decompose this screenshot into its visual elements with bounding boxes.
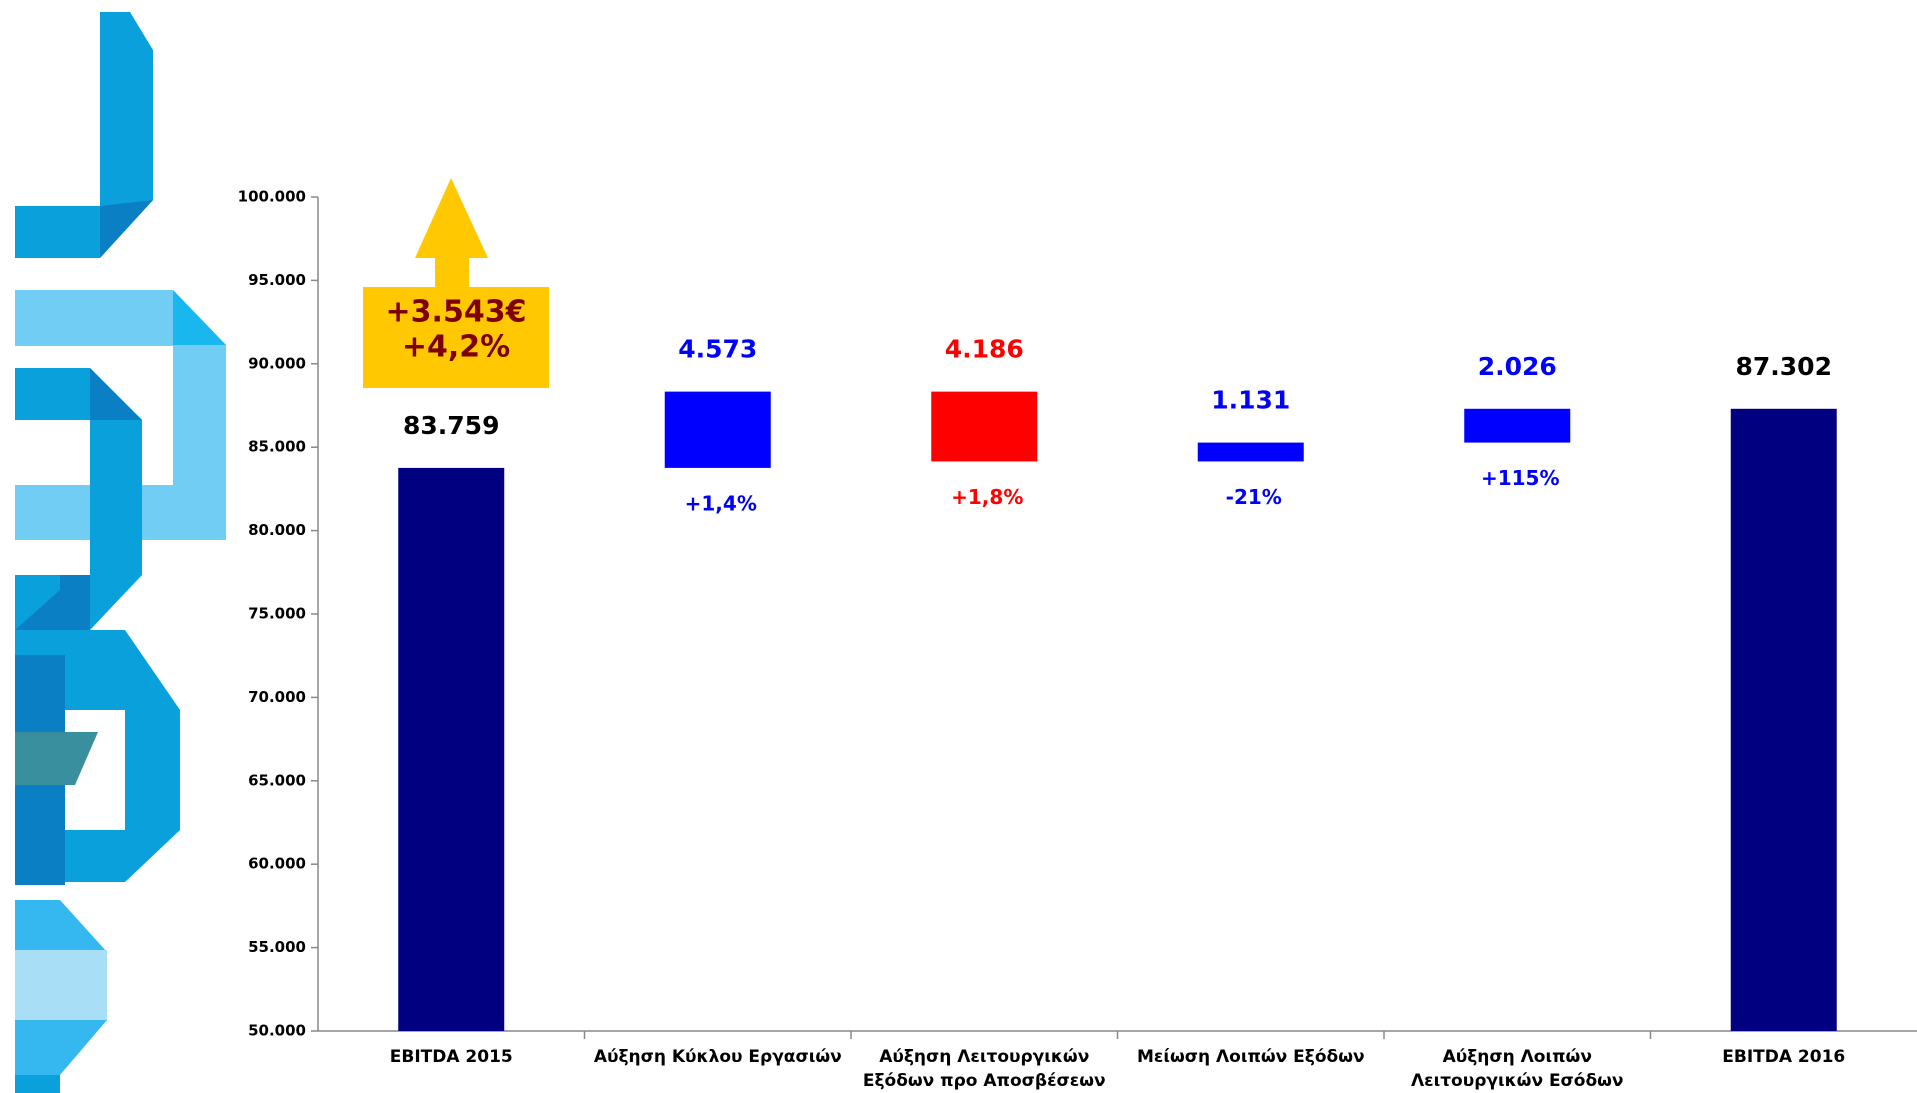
bar: [931, 391, 1038, 462]
x-tick-label: EBITDA 2016: [1722, 1047, 1845, 1067]
bar: [1730, 408, 1837, 1032]
value-label: 1.131: [1211, 386, 1290, 415]
y-tick-label: 65.000: [248, 771, 306, 789]
value-label: 4.186: [945, 335, 1024, 364]
annotation-amount: +3.543€: [386, 295, 527, 330]
value-label: 4.573: [678, 335, 757, 364]
y-tick-label: 85.000: [248, 438, 306, 456]
change-label: -21%: [1226, 485, 1282, 509]
value-label: 2.026: [1478, 352, 1557, 381]
x-tick-label: Μείωση Λοιπών Εξόδων: [1137, 1047, 1365, 1067]
y-tick-label: 95.000: [248, 271, 306, 289]
value-label: 87.302: [1736, 352, 1832, 381]
annotation: +3.543€ +4,2%: [363, 178, 549, 388]
y-tick-label: 75.000: [248, 605, 306, 623]
logo: [15, 12, 226, 1093]
y-tick-label: 100.000: [238, 188, 306, 206]
change-label: +1,4%: [685, 491, 757, 515]
bar: [664, 391, 771, 468]
annotation-percent: +4,2%: [402, 330, 510, 365]
y-tick-label: 55.000: [248, 938, 306, 956]
bar: [1464, 408, 1571, 443]
y-tick-label: 90.000: [248, 354, 306, 372]
change-label: +115%: [1481, 466, 1560, 490]
x-tick-label: Αύξηση Λοιπών Λειτουργικών Εσόδων: [1411, 1047, 1624, 1091]
y-tick-label: 70.000: [248, 688, 306, 706]
y-tick-label: 50.000: [248, 1022, 306, 1040]
y-tick-label: 80.000: [248, 521, 306, 539]
x-tick-label: Αύξηση Λειτουργικών Εξόδων προ Αποσβέσεων: [863, 1047, 1106, 1091]
y-tick-label: 60.000: [248, 855, 306, 873]
change-label: +1,8%: [951, 485, 1023, 509]
x-tick-label: EBITDA 2015: [390, 1047, 513, 1067]
bar: [398, 467, 505, 1031]
value-label: 83.759: [403, 411, 499, 440]
bar: [1197, 442, 1304, 462]
x-tick-label: Αύξηση Κύκλου Εργασιών: [594, 1047, 842, 1067]
